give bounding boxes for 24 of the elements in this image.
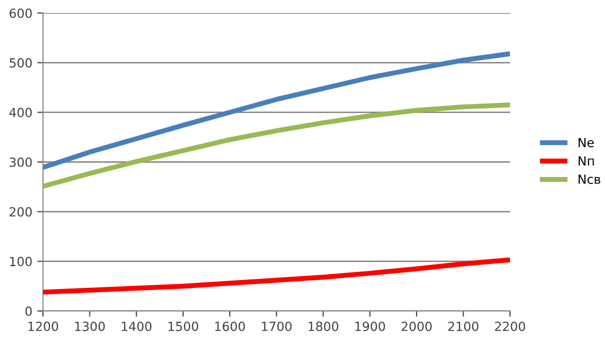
x-tick-label: 1800	[308, 322, 338, 332]
x-tick-label: 1600	[215, 322, 245, 332]
y-tick-label: 100	[10, 256, 32, 266]
y-tick-label: 200	[10, 207, 32, 217]
y-tick-label: 500	[10, 58, 32, 68]
y-tick-label: 600	[10, 8, 32, 18]
x-tick-label: 1400	[122, 322, 152, 332]
legend-label: Ne	[578, 138, 594, 148]
y-tick-label: 300	[10, 157, 32, 167]
x-tick-label: 2200	[495, 322, 526, 332]
x-tick-label: 1900	[355, 322, 385, 332]
y-tick-label: 400	[9, 108, 32, 118]
legend-label: Nп	[578, 156, 594, 166]
x-tick-label: 1700	[262, 322, 292, 332]
x-tick-label: 1300	[75, 322, 105, 332]
x-tick-label: 1200	[28, 322, 58, 332]
x-tick-label: 1500	[168, 322, 198, 332]
line-series	[43, 51, 510, 170]
legend-label: Nсв	[578, 174, 600, 184]
line-series	[43, 102, 510, 189]
x-tick-label: 2100	[448, 322, 478, 332]
x-tick-label: 2000	[402, 322, 432, 332]
y-tick-label: 0	[25, 306, 32, 316]
line-series	[43, 257, 510, 295]
